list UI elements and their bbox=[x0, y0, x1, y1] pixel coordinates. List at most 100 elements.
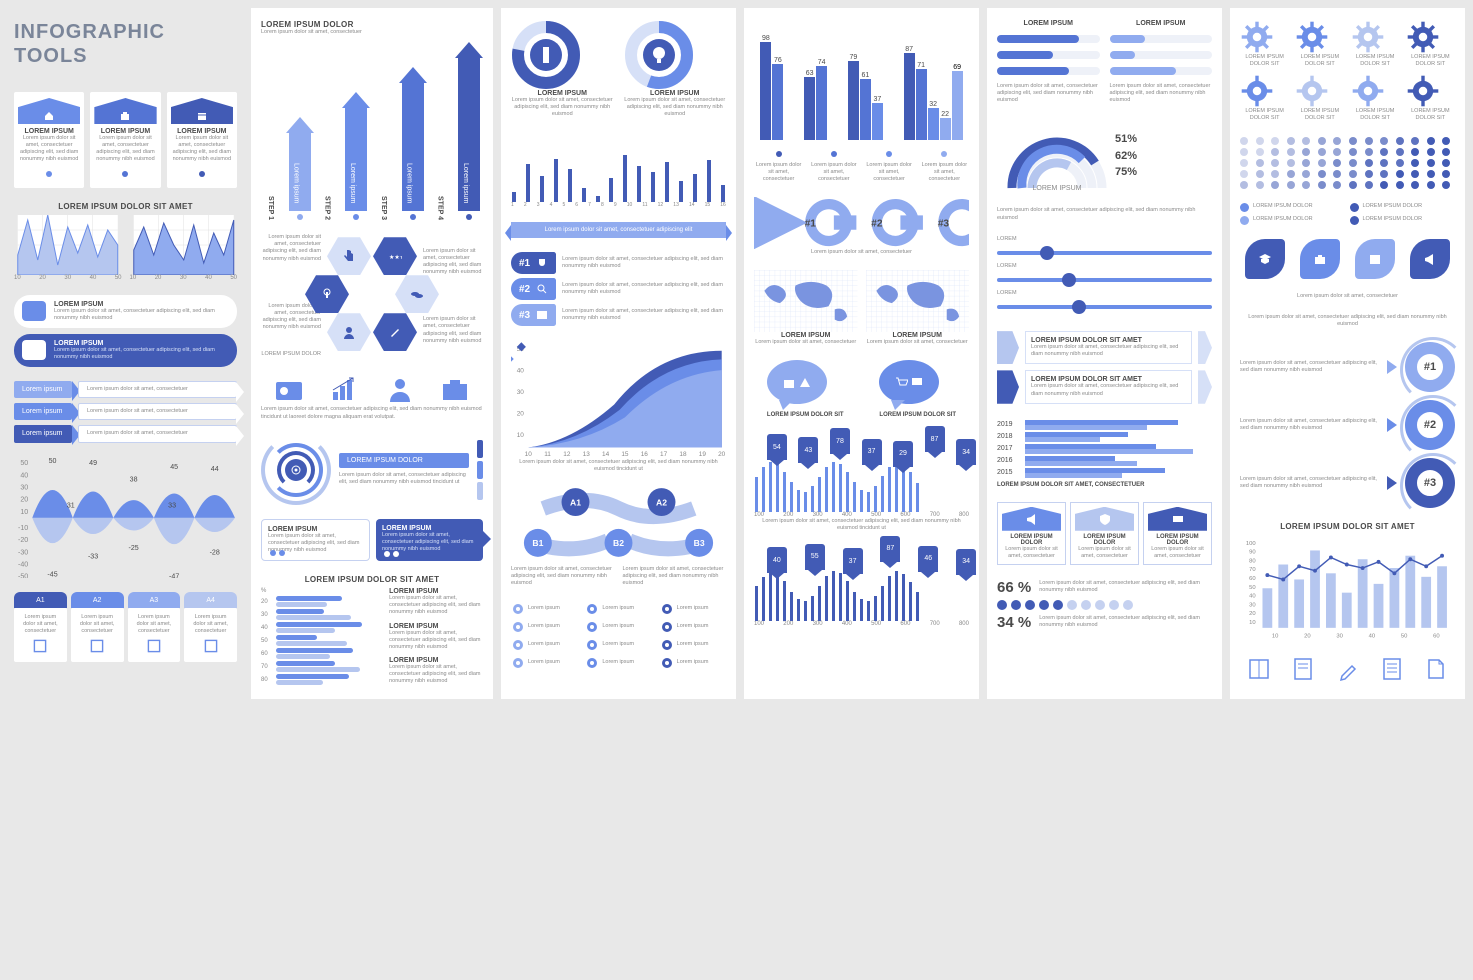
world-map bbox=[754, 270, 858, 332]
progress-bar bbox=[1110, 51, 1213, 59]
svg-text:10: 10 bbox=[20, 507, 28, 515]
horizontal-bar-chart: 20 30 40 50 60 70 80 bbox=[261, 596, 383, 685]
speech-bubble bbox=[767, 360, 827, 404]
gear-icon bbox=[1295, 20, 1329, 54]
gear-icon bbox=[1351, 74, 1385, 108]
svg-text:60: 60 bbox=[1249, 576, 1256, 582]
book-icon bbox=[1246, 656, 1272, 682]
grouped-bars: 987663747961378771322269 Lorem ipsum dol… bbox=[754, 20, 969, 183]
gear-icon bbox=[660, 656, 674, 670]
rank-list: #1Lorem ipsum dolor sit amet, consectetu… bbox=[511, 252, 726, 326]
svg-text:10: 10 bbox=[1272, 634, 1279, 640]
svg-text:20: 20 bbox=[718, 452, 726, 459]
svg-text:#1: #1 bbox=[805, 219, 817, 230]
gear-grid-small: Lorem ipsum Lorem ipsum Lorem ipsum Lore… bbox=[511, 602, 726, 670]
slider[interactable] bbox=[997, 305, 1212, 309]
column-1: INFOGRAPHIC TOOLS LOREM IPSUM Lorem ipsu… bbox=[8, 8, 243, 699]
circular-flow: #1#2#3 Lorem ipsum dolor sit amet, conse… bbox=[754, 197, 969, 255]
svg-text:30: 30 bbox=[20, 483, 28, 491]
world-map bbox=[866, 270, 970, 332]
main-title: INFOGRAPHIC TOOLS bbox=[14, 20, 237, 68]
gears-grid: LOREM IPSUM DOLOR SIT LOREM IPSUM DOLOR … bbox=[1240, 20, 1455, 123]
slider[interactable] bbox=[997, 278, 1212, 282]
svg-text:10: 10 bbox=[1249, 620, 1256, 626]
gear-icon bbox=[1240, 74, 1274, 108]
doc-icon bbox=[1423, 656, 1449, 682]
megaphone-icon bbox=[1002, 507, 1061, 531]
arrow-label: Lorem ipsum bbox=[14, 381, 72, 398]
svg-text:-30: -30 bbox=[18, 548, 28, 556]
gear-icon bbox=[585, 656, 599, 670]
house-card: LOREM IPSUM Lorem ipsum dolor sit amet, … bbox=[90, 92, 160, 188]
svg-text:30: 30 bbox=[1249, 602, 1256, 608]
rank-badge: #3 bbox=[511, 304, 556, 326]
svg-text:B1: B1 bbox=[532, 538, 543, 548]
svg-text:90: 90 bbox=[1249, 550, 1256, 556]
book-icon bbox=[90, 639, 104, 653]
hexagon-grid: Lorem ipsum dolor sit amet, consectetuer… bbox=[261, 234, 483, 358]
pill: LOREM IPSUMLorem ipsum dolor sit amet, c… bbox=[14, 334, 237, 367]
svg-text:100: 100 bbox=[1246, 541, 1257, 547]
book-icon bbox=[147, 639, 161, 653]
leaf-icons bbox=[1240, 239, 1455, 279]
semi-donut: LOREM IPSUM 51%62%75% bbox=[997, 118, 1212, 193]
svg-text:20: 20 bbox=[1249, 611, 1256, 617]
column-2: LOREM IPSUM DOLOR Lorem ipsum dolor sit … bbox=[251, 8, 493, 699]
gear-icon bbox=[511, 656, 525, 670]
svg-text:-50: -50 bbox=[18, 572, 28, 578]
grad-cap-icon bbox=[1245, 239, 1285, 279]
image-icon bbox=[536, 309, 548, 321]
svg-text:B3: B3 bbox=[694, 538, 705, 548]
cart-icon bbox=[894, 375, 908, 389]
id-card-icon bbox=[274, 376, 304, 402]
svg-text:31: 31 bbox=[67, 501, 75, 509]
svg-text:38: 38 bbox=[130, 475, 138, 483]
svg-text:15: 15 bbox=[621, 452, 629, 459]
svg-text:20: 20 bbox=[1304, 634, 1311, 640]
svg-text:20: 20 bbox=[20, 495, 28, 503]
arrow-label: Lorem ipsum bbox=[14, 403, 72, 420]
gear-icon bbox=[1406, 20, 1440, 54]
world-maps: LOREM IPSUMLorem ipsum dolor sit amet, c… bbox=[754, 270, 969, 346]
user-icon bbox=[327, 313, 371, 351]
donut-chart bbox=[624, 20, 694, 90]
axis-labels: 1020304050 bbox=[130, 275, 238, 281]
svg-text:50: 50 bbox=[1401, 634, 1408, 640]
svg-text:A1: A1 bbox=[570, 497, 581, 507]
home-icon bbox=[18, 98, 80, 124]
percentage-section: 66 %Lorem ipsum dolor sit amet, consecte… bbox=[997, 579, 1212, 631]
axis-labels: 1020304050 bbox=[14, 275, 122, 281]
pen-icon bbox=[373, 313, 417, 351]
gear-icon bbox=[585, 638, 599, 652]
slider[interactable] bbox=[997, 251, 1212, 255]
chart-icon bbox=[22, 301, 46, 321]
tab-card: A3Lorem ipsum dolor sit amet, consectetu… bbox=[128, 592, 181, 661]
pentagon-card: LOREM IPSUM DOLORLorem ipsum dolor sit a… bbox=[1070, 502, 1139, 565]
progress-bar bbox=[997, 67, 1100, 75]
svg-text:-45: -45 bbox=[47, 570, 57, 578]
icon-row-4: Lorem ipsum dolor sit amet, consectetuer… bbox=[261, 372, 483, 420]
donut-badge: #3 bbox=[1405, 458, 1455, 508]
book-icons-row bbox=[1240, 656, 1455, 682]
gear-icon bbox=[1295, 74, 1329, 108]
star-icon: ★★★ bbox=[373, 237, 417, 275]
area-chart-1 bbox=[14, 215, 122, 275]
laptop-icon bbox=[910, 375, 924, 389]
column-5: LOREM IPSUM Lorem ipsum dolor sit amet, … bbox=[987, 8, 1222, 699]
progress-bar bbox=[997, 35, 1100, 43]
svg-text:LOREM IPSUM: LOREM IPSUM bbox=[1032, 185, 1081, 192]
column-6: LOREM IPSUM DOLOR SIT LOREM IPSUM DOLOR … bbox=[1230, 8, 1465, 699]
svg-text:40: 40 bbox=[517, 368, 525, 375]
legend: LOREM IPSUM DOLOR LOREM IPSUM DOLOR LORE… bbox=[1240, 203, 1455, 225]
svg-text:11: 11 bbox=[544, 452, 551, 459]
horizontal-bars-section: LOREM IPSUM DOLOR SIT AMET % 20 30 40 50… bbox=[261, 575, 483, 687]
search-icon bbox=[536, 283, 548, 295]
gear-icon bbox=[1406, 74, 1440, 108]
progress-bars-top: LOREM IPSUM Lorem ipsum dolor sit amet, … bbox=[997, 20, 1212, 104]
svg-text:49: 49 bbox=[89, 459, 97, 467]
briefcase-icon bbox=[440, 376, 470, 402]
gear-icon bbox=[511, 620, 525, 634]
svg-text:30: 30 bbox=[517, 389, 525, 396]
step-arrow: STEP 1 bbox=[261, 196, 282, 220]
progress-bar bbox=[1110, 67, 1213, 75]
